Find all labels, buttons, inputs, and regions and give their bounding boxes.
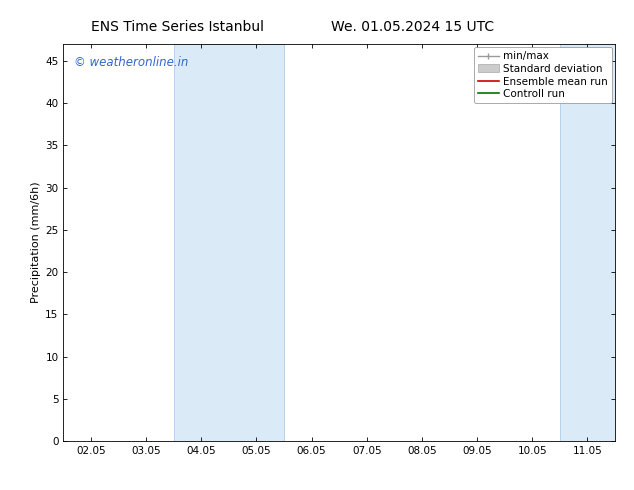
Text: We. 01.05.2024 15 UTC: We. 01.05.2024 15 UTC: [330, 20, 494, 34]
Text: ENS Time Series Istanbul: ENS Time Series Istanbul: [91, 20, 264, 34]
Bar: [560, 44, 615, 441]
Legend: min/max, Standard deviation, Ensemble mean run, Controll run: min/max, Standard deviation, Ensemble me…: [474, 47, 612, 103]
Bar: [174, 44, 284, 441]
Y-axis label: Precipitation (mm/6h): Precipitation (mm/6h): [31, 182, 41, 303]
Text: © weatheronline.in: © weatheronline.in: [74, 56, 189, 69]
